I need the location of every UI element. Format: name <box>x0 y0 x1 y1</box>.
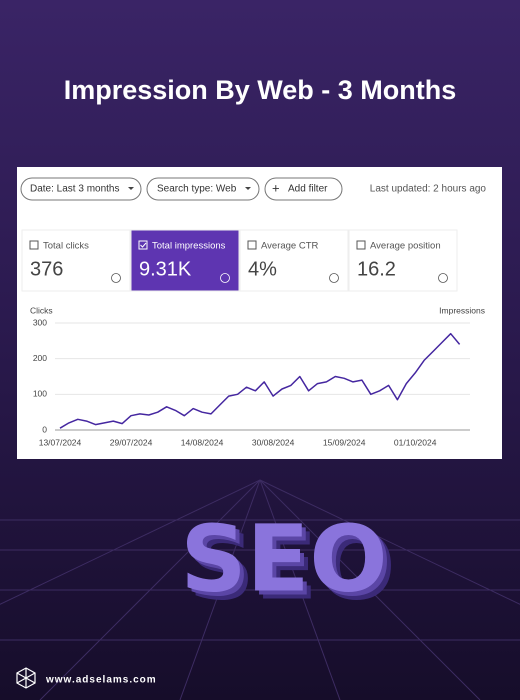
x-tick-label: 13/07/2024 <box>39 437 82 447</box>
x-tick-label: 30/08/2024 <box>252 437 295 447</box>
y2-axis-label: Impressions <box>439 305 485 315</box>
filter-pill[interactable] <box>146 177 260 201</box>
metric-cards: Total clicks 376 Total impressions 9.31K Ave… <box>21 229 458 292</box>
hero-shadow: SEO <box>188 513 395 620</box>
metric-label: Total impressions <box>152 241 226 252</box>
plus-icon: + <box>272 180 280 195</box>
metric-value: 376 <box>30 258 63 280</box>
metric-label: Total clicks <box>43 241 89 252</box>
y-tick-label: 100 <box>33 389 47 399</box>
hero-shadow: SEO <box>184 509 391 616</box>
logo <box>16 667 36 689</box>
checkbox <box>247 240 257 250</box>
filter-pill[interactable] <box>20 177 142 201</box>
filter-bar: Date: Last 3 months Search type: Web + A… <box>20 177 487 201</box>
screenshot-card <box>17 167 502 459</box>
checkbox <box>356 240 366 250</box>
metric-value: 16.2 <box>357 258 396 280</box>
metric-card[interactable] <box>21 229 131 292</box>
footer-url: www.adselams.com <box>45 675 157 686</box>
metric-label: Average position <box>370 241 441 252</box>
help-icon <box>111 273 121 283</box>
x-tick-label: 29/07/2024 <box>110 437 153 447</box>
chart: Clicks Impressions 0 100 200 300 13/07/2024 29/… <box>30 305 485 447</box>
filter-label: Search type: Web <box>157 184 237 195</box>
metric-card[interactable] <box>130 229 240 292</box>
last-updated: Last updated: 2 hours ago <box>370 184 487 195</box>
page-title: Impression By Web - 3 Months <box>64 75 457 105</box>
metric-value: 4% <box>248 258 277 280</box>
filter-label: Date: Last 3 months <box>30 184 120 195</box>
y-axis-label: Clicks <box>30 305 53 315</box>
metric-value: 9.31K <box>139 258 192 280</box>
filter-label: Add filter <box>288 184 328 195</box>
help-icon <box>220 273 230 283</box>
filter-pill[interactable] <box>264 177 343 201</box>
y-tick-label: 300 <box>33 317 47 327</box>
y-tick-label: 200 <box>33 353 47 363</box>
hero: SEO SEO SEO <box>180 505 395 620</box>
floor-grid <box>0 479 520 700</box>
check-mark <box>140 242 147 248</box>
help-icon <box>438 273 448 283</box>
line <box>59 332 461 429</box>
x-tick-label: 15/09/2024 <box>323 437 366 447</box>
metric-card[interactable] <box>348 229 458 292</box>
help-icon <box>329 273 339 283</box>
metric-card[interactable] <box>239 229 349 292</box>
checkbox <box>29 240 39 250</box>
checkbox <box>138 240 148 250</box>
hero-text: SEO <box>180 505 387 612</box>
y-tick-label: 0 <box>42 424 47 434</box>
x-tick-label: 14/08/2024 <box>181 437 224 447</box>
metric-label: Average CTR <box>261 241 319 252</box>
x-tick-label: 01/10/2024 <box>394 437 437 447</box>
